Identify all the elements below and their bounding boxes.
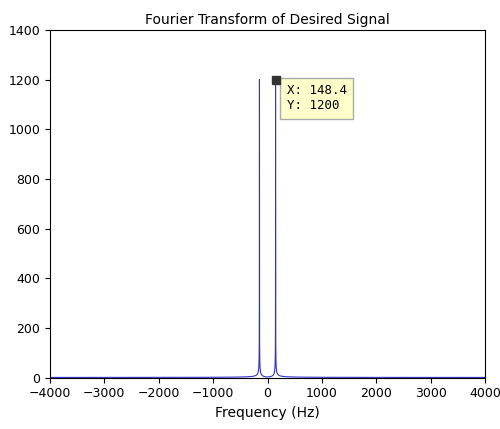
- Title: Fourier Transform of Desired Signal: Fourier Transform of Desired Signal: [145, 13, 390, 27]
- Text: X: 148.4
Y: 1200: X: 148.4 Y: 1200: [286, 85, 346, 112]
- X-axis label: Frequency (Hz): Frequency (Hz): [215, 406, 320, 420]
